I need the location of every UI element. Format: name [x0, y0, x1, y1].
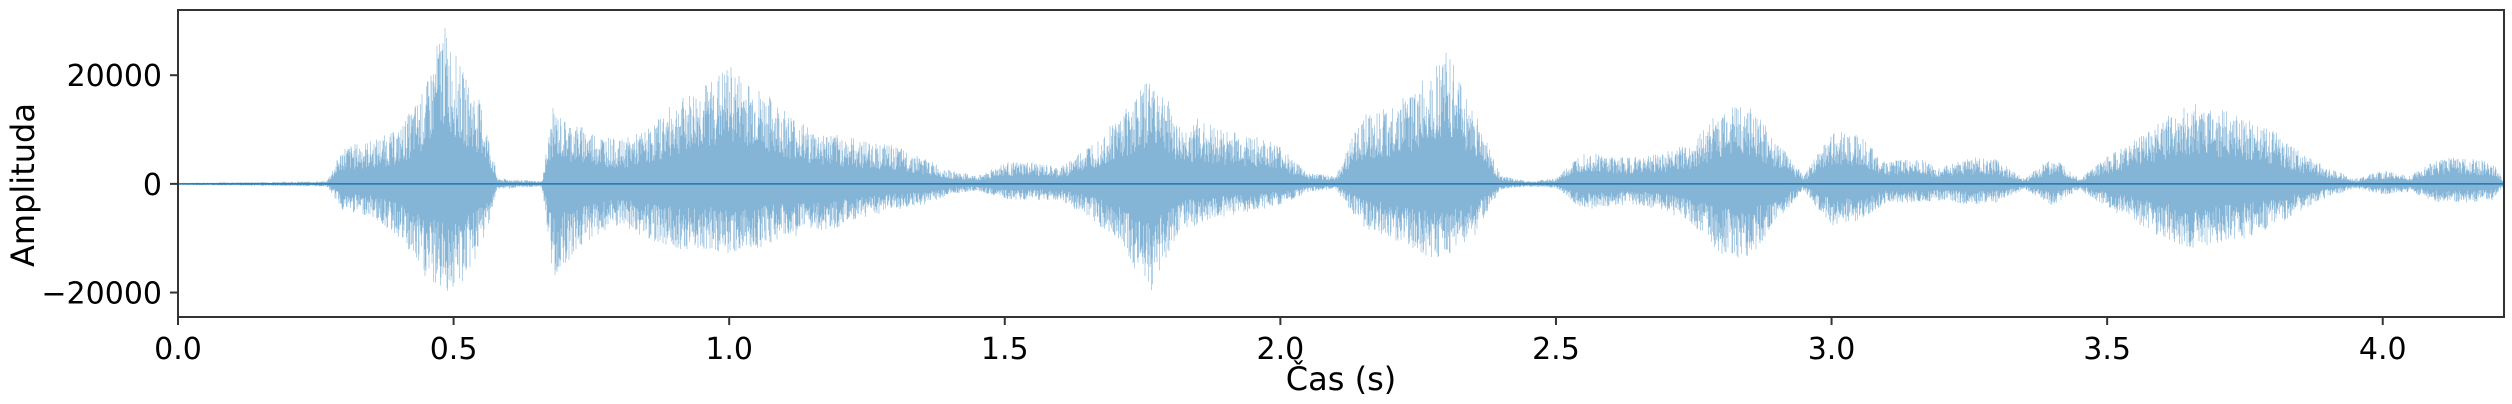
x-tick-label: 2.5 — [1532, 332, 1580, 367]
waveform-series — [177, 28, 2505, 291]
y-axis-label: Amplituda — [4, 103, 42, 267]
plot-frame — [177, 9, 2505, 318]
waveform-path — [177, 28, 2505, 291]
x-tick-label: 0.5 — [430, 332, 478, 367]
x-tick-label: 1.0 — [705, 332, 753, 367]
x-axis-ticks: 0.0 0.5 1.0 1.5 2.0 2.5 3.0 3.5 4.0 — [154, 317, 2407, 367]
y-tick-label: 20000 — [67, 59, 162, 94]
y-tick-label: −20000 — [41, 277, 162, 312]
x-tick-label: 3.0 — [1808, 332, 1856, 367]
x-tick-label: 4.0 — [2359, 332, 2407, 367]
y-axis-ticks: 20000 0 −20000 — [41, 59, 178, 312]
x-tick-label: 1.5 — [981, 332, 1029, 367]
x-tick-label: 2.0 — [1257, 332, 1305, 367]
x-tick-label: 3.5 — [2083, 332, 2131, 367]
y-tick-label: 0 — [143, 168, 162, 203]
x-tick-label: 0.0 — [154, 332, 202, 367]
x-axis-label: Čas (s) — [1286, 359, 1396, 398]
